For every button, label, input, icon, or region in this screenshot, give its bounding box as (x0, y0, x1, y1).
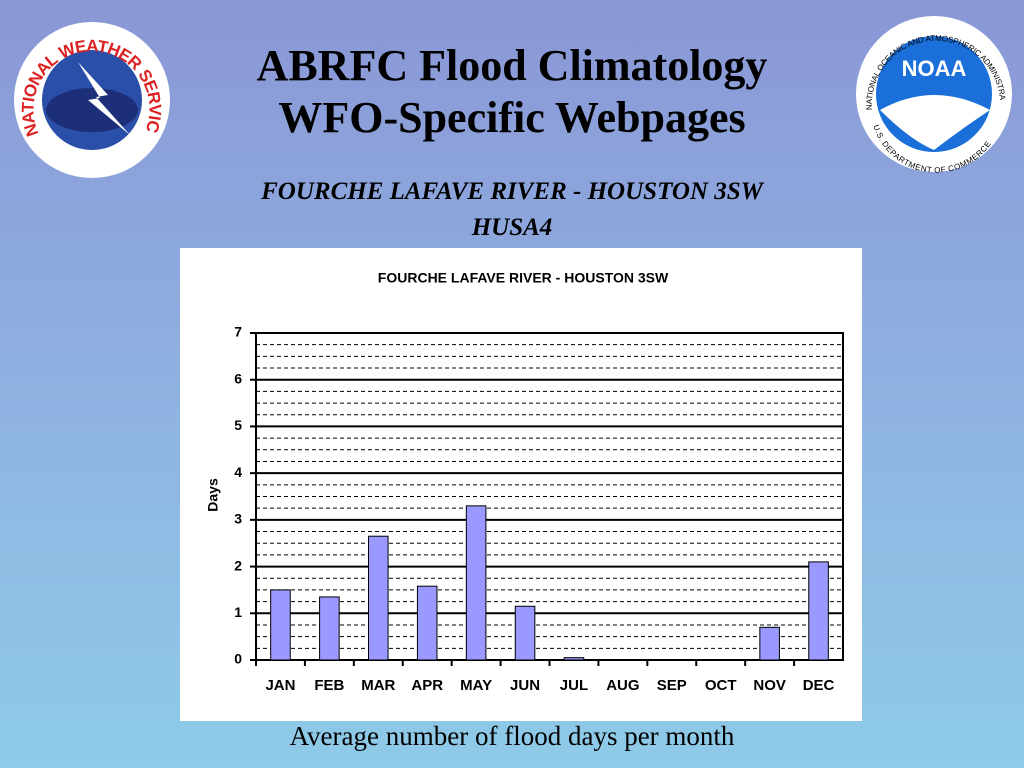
x-tick-label: JAN (265, 677, 295, 694)
x-tick-label: AUG (606, 677, 639, 694)
y-tick-label: 3 (234, 511, 242, 527)
bar (319, 596, 340, 661)
bar (759, 626, 780, 661)
logo-bolt (78, 62, 130, 135)
y-tick-label: 4 (234, 464, 242, 480)
slide-subtitle: FOURCHE LAFAVE RIVER - HOUSTON 3SW HUSA4 (0, 174, 1024, 246)
chart-title: FOURCHE LAFAVE RIVER - HOUSTON 3SW (378, 270, 669, 286)
y-tick-label: 7 (234, 324, 242, 340)
title-line: WFO-Specific Webpages (278, 93, 746, 142)
logo-gull (880, 95, 990, 150)
x-tick-label: DEC (803, 677, 835, 694)
y-tick-label: 0 (234, 651, 242, 667)
caption: Average number of flood days per month (289, 721, 735, 751)
x-tick-label: FEB (314, 677, 344, 694)
x-tick-label: MAR (361, 677, 395, 694)
logo-center-text: NOAA (902, 56, 967, 81)
x-tick-label: OCT (705, 677, 737, 694)
noaa-logo: NOAA NATIONAL OCEANIC AND ATMOSPHERIC AD… (850, 10, 1012, 174)
bar (368, 535, 389, 661)
x-tick-label: JUN (510, 677, 540, 694)
x-tick-label: MAY (460, 677, 492, 694)
y-tick-label: 6 (234, 370, 242, 386)
chart: FOURCHE LAFAVE RIVER - HOUSTON 3SW Days … (180, 248, 862, 721)
y-tick-label: 1 (234, 604, 242, 620)
y-tick-label: 5 (234, 417, 242, 433)
subtitle-line: HUSA4 (471, 214, 553, 241)
subtitle-line: FOURCHE LAFAVE RIVER - HOUSTON 3SW (261, 178, 763, 205)
logo-cloud (46, 88, 138, 132)
bar (270, 589, 291, 661)
title-line: ABRFC Flood Climatology (256, 41, 768, 90)
slide-title: ABRFC Flood Climatology WFO-Specific Web… (0, 40, 1024, 144)
bar (416, 585, 438, 661)
y-tick-label: 2 (234, 557, 242, 573)
bar (465, 505, 487, 661)
x-tick-label: APR (411, 677, 443, 694)
x-tick-label: NOV (753, 677, 786, 694)
y-axis-label: Days (205, 478, 221, 512)
x-tick-label: SEP (657, 677, 687, 694)
bar (808, 561, 829, 661)
x-tick-label: JUL (560, 677, 588, 694)
bar (563, 657, 585, 661)
bar (514, 605, 536, 661)
nws-logo: NATIONAL WEATHER SERVICE (0, 0, 170, 178)
